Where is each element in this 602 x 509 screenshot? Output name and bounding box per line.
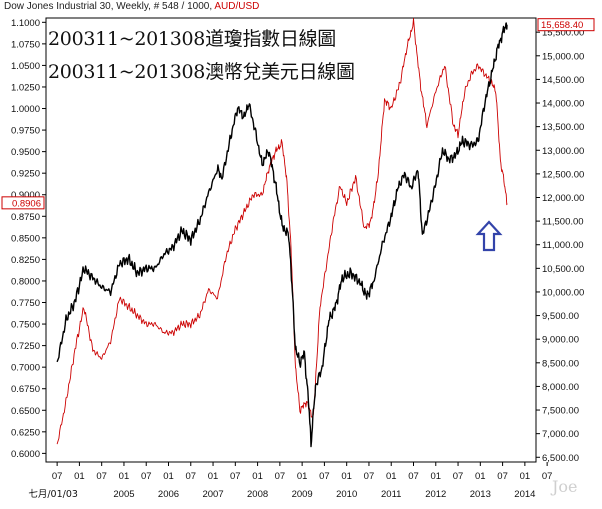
- x-axis-month-label: 01: [163, 471, 174, 482]
- right-axis-tick-label: 8,500.00: [542, 358, 579, 369]
- x-axis-month-label: 07: [275, 471, 286, 482]
- x-axis-month-label: 01: [297, 471, 308, 482]
- right-axis-tick-label: 7,000.00: [542, 429, 579, 440]
- watermark: Joe: [552, 477, 578, 496]
- x-axis-year-label: 2006: [158, 489, 179, 500]
- left-axis-tick-label: 0.8500: [11, 233, 40, 244]
- x-axis-month-label: 01: [74, 471, 85, 482]
- x-axis-first-date: 七月/01/03: [28, 489, 78, 500]
- right-axis-tick-label: 12,000.00: [542, 193, 584, 204]
- right-axis-tick-label: 14,000.00: [542, 99, 584, 110]
- left-axis-tick-label: 0.9000: [11, 190, 40, 201]
- right-axis-tick-label: 8,000.00: [542, 382, 579, 393]
- x-axis-month-label: 01: [520, 471, 531, 482]
- x-axis-month-label: 07: [408, 471, 419, 482]
- chart-title-line2: 200311~201308澳幣兌美元日線圖: [48, 61, 355, 83]
- right-last-value-label: 15,658.40: [541, 20, 583, 31]
- left-axis-tick-label: 0.9250: [11, 169, 40, 180]
- x-axis-year-label: 2014: [514, 489, 535, 500]
- right-axis-tick-label: 13,500.00: [542, 122, 584, 133]
- left-axis-tick-label: 0.6000: [11, 449, 40, 460]
- x-axis-month-label: 07: [96, 471, 107, 482]
- x-axis-year-label: 2012: [425, 489, 446, 500]
- right-axis-tick-label: 7,500.00: [542, 406, 579, 417]
- x-axis-month-label: 01: [119, 471, 130, 482]
- x-axis-year-label: 2010: [336, 489, 357, 500]
- left-axis-tick-label: 0.8750: [11, 212, 40, 223]
- instrument-name: Dow Jones Industrial 30: [4, 1, 111, 12]
- left-axis-tick-label: 1.1000: [11, 18, 40, 29]
- right-axis-tick-label: 14,500.00: [542, 75, 584, 86]
- left-axis-tick-label: 1.0250: [11, 82, 40, 93]
- x-axis-month-label: 07: [497, 471, 508, 482]
- x-axis-month-label: 07: [141, 471, 152, 482]
- right-axis-tick-label: 9,000.00: [542, 335, 579, 346]
- left-axis-tick-label: 0.7000: [11, 363, 40, 374]
- left-axis-tick-label: 0.7250: [11, 341, 40, 352]
- left-axis-tick-label: 0.8000: [11, 276, 40, 287]
- overlay-name: AUD/USD: [214, 1, 260, 12]
- x-axis-month-label: 07: [542, 471, 553, 482]
- left-axis-tick-label: 0.9500: [11, 147, 40, 158]
- x-axis-month-label: 07: [230, 471, 241, 482]
- x-axis-month-label: 07: [52, 471, 63, 482]
- chart-header: Dow Jones Industrial 30, Weekly, # 548 /…: [4, 1, 259, 12]
- dow-series-line: [56, 22, 508, 448]
- left-axis-tick-label: 1.0750: [11, 39, 40, 50]
- x-axis-year-label: 2008: [247, 489, 268, 500]
- chart-meta: , Weekly, # 548 / 1000,: [110, 1, 213, 12]
- up-arrow-icon: [475, 220, 503, 252]
- x-axis-month-label: 01: [341, 471, 352, 482]
- left-axis-tick-label: 1.0000: [11, 104, 40, 115]
- x-axis-year-label: 2011: [381, 489, 401, 500]
- x-axis-month-label: 07: [364, 471, 375, 482]
- x-axis-year-label: 2013: [470, 489, 491, 500]
- x-axis-month-label: 07: [453, 471, 464, 482]
- right-axis-tick-label: 11,000.00: [542, 240, 584, 251]
- right-axis-tick-label: 15,500.00: [542, 28, 584, 39]
- x-axis-month-label: 07: [319, 471, 330, 482]
- x-axis-month-label: 07: [185, 471, 196, 482]
- x-axis-year-label: 2005: [113, 489, 134, 500]
- left-axis-tick-label: 0.9750: [11, 126, 40, 137]
- x-axis-year-label: 2009: [292, 489, 313, 500]
- right-axis-tick-label: 11,500.00: [542, 217, 584, 228]
- x-axis-month-label: 01: [430, 471, 441, 482]
- x-axis-month-label: 01: [475, 471, 486, 482]
- left-axis-tick-label: 1.0500: [11, 61, 40, 72]
- x-axis-month-label: 01: [208, 471, 219, 482]
- left-axis-tick-label: 0.6250: [11, 427, 40, 438]
- right-axis-tick-label: 13,000.00: [542, 146, 584, 157]
- left-last-value-box: [1, 196, 45, 210]
- right-axis-tick-label: 15,000.00: [542, 51, 584, 62]
- right-axis-tick-label: 12,500.00: [542, 169, 584, 180]
- left-axis-tick-label: 0.6750: [11, 384, 40, 395]
- left-last-value-label: 0.8906: [12, 198, 41, 209]
- x-axis-month-label: 01: [386, 471, 397, 482]
- right-axis-tick-label: 6,500.00: [542, 453, 579, 464]
- right-axis-tick-label: 9,500.00: [542, 311, 579, 322]
- left-axis-tick-label: 0.7750: [11, 298, 40, 309]
- x-axis-year-label: 2007: [202, 489, 223, 500]
- right-axis-tick-label: 10,000.00: [542, 287, 584, 298]
- right-axis-tick-label: 10,500.00: [542, 264, 584, 275]
- left-axis-tick-label: 0.7500: [11, 320, 40, 331]
- aud-series-line: [56, 17, 508, 445]
- left-axis-tick-label: 0.6500: [11, 406, 40, 417]
- chart-title-line1: 200311~201308道瓊指數日線圖: [48, 28, 336, 50]
- x-axis-month-label: 01: [252, 471, 263, 482]
- left-axis-tick-label: 0.8250: [11, 255, 40, 266]
- right-last-value-box: [537, 18, 595, 32]
